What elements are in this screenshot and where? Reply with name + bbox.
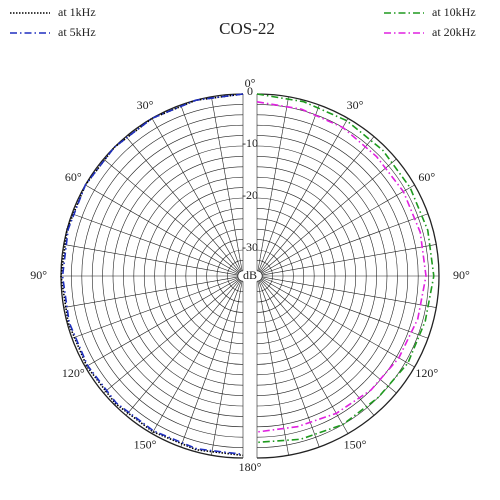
grid-ring: [237, 270, 244, 282]
grid-spoke: [103, 158, 240, 273]
grid-spoke: [260, 136, 375, 273]
r-axis-label: dB: [243, 268, 257, 282]
grid-spoke: [260, 279, 375, 416]
grid-spoke: [151, 280, 241, 434]
theta-tick-label: 150°: [134, 437, 157, 451]
grid-spoke: [261, 277, 429, 339]
legend-label: at 10kHz: [432, 5, 476, 19]
grid-spoke: [125, 136, 240, 273]
grid-spoke: [103, 279, 240, 394]
grid-spoke: [261, 213, 429, 275]
grid-spoke: [180, 280, 242, 448]
theta-tick-label: 30°: [347, 98, 364, 112]
grid-spoke: [261, 184, 415, 274]
r-tick-label: 0: [247, 84, 253, 98]
theta-tick-label: 60°: [65, 170, 82, 184]
grid-ring: [256, 270, 263, 282]
grid-spoke: [258, 280, 320, 448]
grid-spoke: [71, 213, 239, 275]
grid-spoke: [63, 244, 238, 276]
grid-spoke: [180, 104, 242, 272]
theta-tick-label: 120°: [62, 366, 85, 380]
series-line: [60, 93, 244, 457]
theta-tick-label: 180°: [239, 460, 262, 474]
legend-label: at 5kHz: [58, 25, 96, 39]
series-line: [256, 101, 427, 433]
grid-spoke: [261, 278, 415, 368]
theta-tick-label: 90°: [453, 268, 470, 282]
grid-spoke: [259, 118, 349, 272]
grid-spoke: [257, 281, 289, 456]
grid-spoke: [71, 277, 239, 339]
theta-tick-label: 60°: [418, 170, 435, 184]
grid-spoke: [260, 279, 397, 394]
legend-label: at 1kHz: [58, 5, 96, 19]
grid-spoke: [211, 281, 243, 456]
grid-spoke: [257, 96, 289, 271]
grid-spoke: [258, 104, 320, 272]
grid-spoke: [259, 280, 349, 434]
theta-tick-label: 90°: [30, 268, 47, 282]
grid-spoke: [125, 279, 240, 416]
legend-label: at 20kHz: [432, 25, 476, 39]
series-line: [61, 93, 244, 456]
grid-spoke: [211, 96, 243, 271]
grid-spoke: [262, 244, 437, 276]
theta-tick-label: 150°: [344, 437, 367, 451]
series-line: [256, 93, 435, 444]
theta-tick-label: 0°: [245, 76, 256, 90]
theta-tick-label: 120°: [415, 366, 438, 380]
r-tick-label: -10: [242, 136, 258, 150]
theta-tick-label: 30°: [137, 98, 154, 112]
chart-title: COS-22: [219, 19, 275, 38]
grid-spoke: [85, 278, 239, 368]
grid-spoke: [260, 158, 397, 273]
r-tick-label: -30: [242, 240, 258, 254]
r-tick-label: -20: [242, 188, 258, 202]
grid-spoke: [262, 276, 437, 308]
grid-spoke: [151, 118, 241, 272]
grid-spoke: [63, 276, 238, 308]
grid-spoke: [85, 184, 239, 274]
